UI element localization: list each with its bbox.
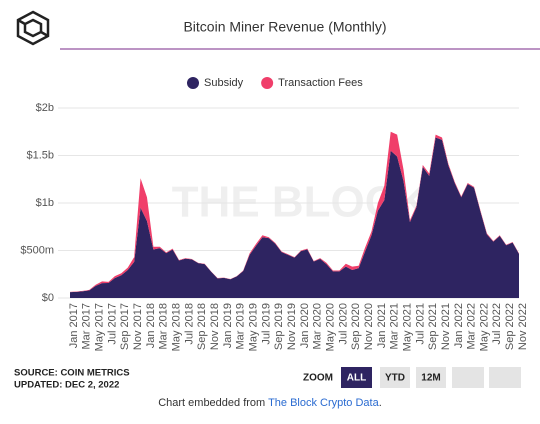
x-tick-label: May 2021 [401, 303, 413, 351]
x-tick-label: Mar 2019 [235, 303, 247, 349]
x-tick-label: Sep 2020 [350, 303, 362, 350]
x-tick-label: Sep 2017 [119, 303, 131, 350]
embed-suffix: . [379, 397, 382, 409]
x-tick-label: Jan 2021 [376, 303, 388, 348]
y-tick-label: $1.5b [26, 149, 54, 161]
zoom-button-blank[interactable] [489, 367, 521, 388]
x-tick-label: Sep 2019 [273, 303, 285, 350]
embed-prefix: Chart embedded from [158, 397, 265, 409]
x-tick-label: Sep 2021 [427, 303, 439, 350]
x-tick-label: Nov 2020 [363, 303, 375, 350]
y-tick-label: $2b [36, 102, 54, 114]
x-tick-label: May 2022 [478, 303, 490, 351]
updated: UPDATED: DEC 2, 2022 [14, 380, 119, 391]
x-tick-label: Jul 2017 [106, 303, 118, 345]
zoom-button-label[interactable]: ALL [347, 373, 366, 384]
x-tick-label: Jul 2022 [491, 303, 503, 345]
x-tick-label: Nov 2021 [440, 303, 452, 350]
zoom-button[interactable] [380, 367, 410, 388]
x-tick-label: Mar 2020 [312, 303, 324, 349]
chart-title: Bitcoin Miner Revenue (Monthly) [183, 19, 386, 35]
x-tick-label: May 2020 [324, 303, 336, 351]
x-tick-label: Jan 2017 [68, 303, 80, 348]
zoom-button-label[interactable]: 12M [421, 373, 440, 384]
x-tick-label: Nov 2022 [517, 303, 529, 350]
x-tick-label: May 2018 [171, 303, 183, 351]
y-tick-label: $0 [42, 292, 54, 304]
zoom-button-blank[interactable] [452, 367, 484, 388]
zoom-button-label[interactable]: YTD [385, 373, 405, 384]
legend-label: Subsidy [204, 77, 244, 89]
zoom-label: ZOOM [303, 373, 333, 384]
x-tick-label: Mar 2017 [81, 303, 93, 349]
legend-swatch [261, 77, 274, 89]
x-tick-label: Jul 2021 [414, 303, 426, 345]
x-tick-label: Jul 2018 [183, 303, 195, 345]
x-tick-label: May 2017 [94, 303, 106, 351]
x-tick-label: Mar 2021 [389, 303, 401, 349]
x-tick-label: Sep 2022 [504, 303, 516, 350]
y-tick-label: $500m [20, 244, 54, 256]
logo [16, 10, 50, 46]
legend-label: Transaction Fees [278, 77, 363, 89]
x-tick-label: Mar 2018 [158, 303, 170, 349]
x-tick-label: Jan 2020 [299, 303, 311, 348]
x-tick-label: Nov 2019 [286, 303, 298, 350]
x-tick-label: Nov 2017 [132, 303, 144, 350]
x-tick-label: Mar 2022 [466, 303, 478, 349]
zoom-button[interactable] [341, 367, 372, 388]
source: SOURCE: COIN METRICS [14, 368, 130, 379]
x-tick-label: Nov 2018 [209, 303, 221, 350]
x-tick-label: May 2019 [248, 303, 260, 351]
legend-swatch [187, 77, 199, 89]
x-tick-label: Jan 2018 [145, 303, 157, 348]
zoom-button[interactable] [416, 367, 446, 388]
x-tick-label: Jul 2019 [260, 303, 272, 345]
x-tick-label: Jan 2022 [453, 303, 465, 348]
embed-link[interactable]: The Block Crypto Data [268, 397, 380, 409]
embed-note: Chart embedded from The Block Crypto Dat… [158, 397, 382, 409]
x-tick-label: Jan 2019 [222, 303, 234, 348]
y-tick-label: $1b [36, 197, 54, 209]
x-tick-label: Jul 2020 [337, 303, 349, 345]
x-tick-label: Sep 2018 [196, 303, 208, 350]
area [70, 137, 519, 298]
